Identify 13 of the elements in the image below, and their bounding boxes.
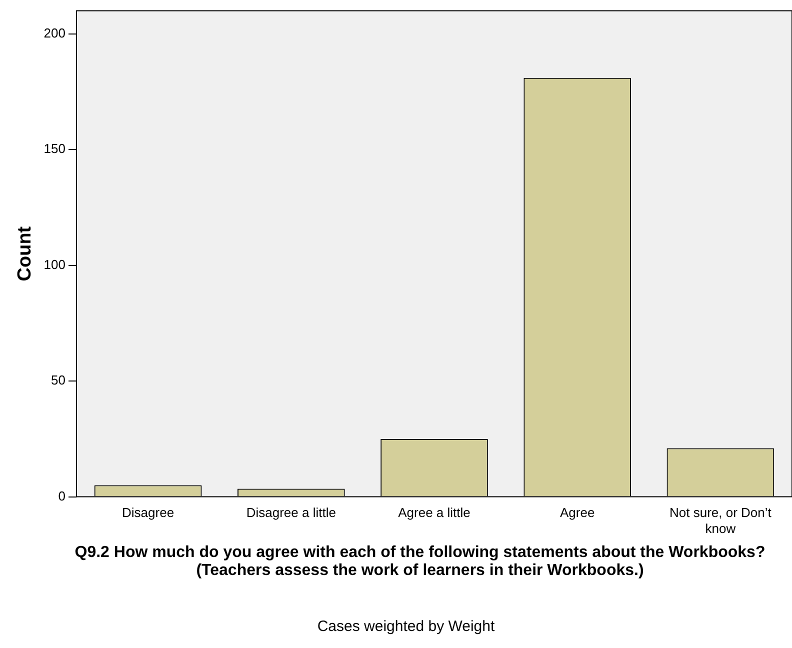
x-tick-label: Disagree a little: [246, 505, 336, 520]
x-tick-label: Disagree: [122, 505, 174, 520]
x-tick-label: Agree a little: [398, 505, 470, 520]
x-tick-label: Agree: [560, 505, 595, 520]
y-tick-label: 150: [44, 141, 66, 156]
y-tick-label: 50: [51, 372, 66, 388]
y-tick-label: 200: [44, 26, 66, 41]
x-axis-title: Q9.2 How much do you agree with each of the following statements about the Workbooks? (Teachers assess the work of learners in their Workbooks.): [74, 544, 766, 580]
x-tick-label: Not sure, or Don’t know: [670, 505, 772, 536]
y-tick-label: 0: [58, 488, 66, 504]
y-tick-label: 100: [44, 256, 66, 272]
text: Cases weighted by Weight: [316, 618, 496, 635]
y-axis-title: Count: [14, 226, 36, 282]
